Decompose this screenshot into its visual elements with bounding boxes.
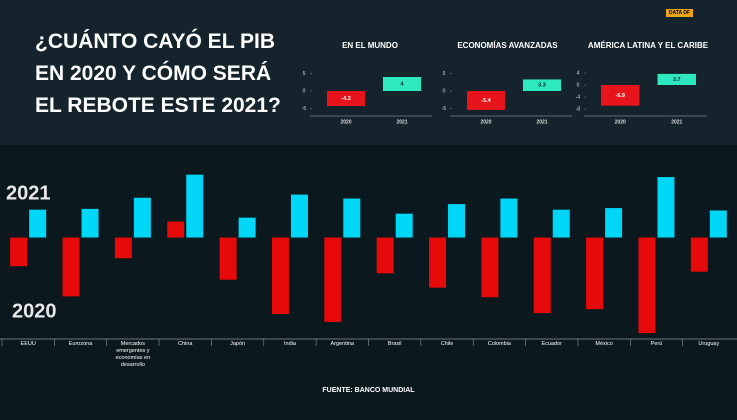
bar <box>290 194 308 238</box>
bar <box>238 217 256 238</box>
x-tick-label: EEUU <box>20 341 36 347</box>
value-label: -5.4 <box>481 98 491 104</box>
bar <box>271 237 289 314</box>
title-line: ¿CUÁNTO CAYÓ EL PIB <box>35 30 275 53</box>
x-tick-label: India <box>283 341 296 347</box>
bar <box>500 198 518 238</box>
value-label: 3.3 <box>538 83 546 89</box>
bar <box>219 237 237 280</box>
bar <box>533 237 551 314</box>
y-tick-label: 0 <box>577 82 580 88</box>
series-label: 2021 <box>6 182 51 204</box>
bar <box>522 79 562 91</box>
x-tick-label: 2021 <box>671 119 682 125</box>
source: FUENTE: BANCO MUNDIAL <box>322 387 415 394</box>
x-tick-label: Japón <box>230 341 246 347</box>
bar <box>586 237 604 310</box>
bar <box>395 213 413 238</box>
bar <box>690 237 708 272</box>
x-tick-label: 2020 <box>615 119 626 125</box>
x-tick-label: Perú <box>650 341 663 347</box>
x-tick-label: China <box>178 341 193 347</box>
bar <box>29 209 47 238</box>
chart-title: EN EL MUNDO <box>342 41 398 50</box>
title: ¿CUÁNTO CAYÓ EL PIB EN 2020 Y CÓMO SERÁ … <box>35 26 281 122</box>
value-label: -4.3 <box>341 96 350 102</box>
y-tick-label: 0 <box>303 88 306 94</box>
bar <box>552 209 570 238</box>
bar <box>343 198 361 238</box>
x-tick-label: Uruguay <box>698 341 720 347</box>
y-tick-label: 4 <box>577 70 580 76</box>
x-tick-label: 2021 <box>396 119 407 125</box>
x-tick-label: Argentina <box>330 341 355 347</box>
bar <box>382 77 422 91</box>
bar <box>376 237 394 274</box>
value-label: -6.9 <box>616 93 625 99</box>
bar <box>601 85 640 106</box>
x-tick-label: 2020 <box>480 119 491 125</box>
bar <box>638 237 656 334</box>
bar <box>709 210 727 238</box>
x-tick-label: México <box>595 341 613 347</box>
y-tick-label: -8 <box>576 106 581 112</box>
bar <box>167 221 185 238</box>
bar <box>81 208 99 238</box>
value-label: 4 <box>400 81 404 87</box>
chart-title: AMÉRICA LATINA Y EL CARIBE <box>587 41 709 50</box>
value-label: 3.7 <box>673 77 681 83</box>
bar <box>114 237 132 259</box>
bar <box>326 91 366 107</box>
bar <box>481 237 499 298</box>
bar <box>324 237 342 322</box>
x-tick-label: Brasil <box>387 341 402 347</box>
series-label: 2020 <box>12 300 57 322</box>
bar <box>605 208 623 238</box>
bar <box>657 73 696 85</box>
bar <box>186 174 204 238</box>
x-tick-label: Eurozona <box>68 341 93 347</box>
bar <box>657 177 675 238</box>
y-tick-label: 0 <box>443 88 446 94</box>
y-tick-label: -4 <box>576 94 581 100</box>
x-tick-label: Mercados emergentes y economías en desar… <box>115 341 151 368</box>
logo: DATA DF <box>666 9 694 17</box>
bar <box>448 204 466 238</box>
chart-title: ECONOMÍAS AVANZADAS <box>457 41 558 50</box>
y-tick-label: 5 <box>443 71 446 77</box>
x-tick-label: Chile <box>440 341 454 347</box>
bar <box>466 91 506 110</box>
bar <box>429 237 447 288</box>
y-tick-label: -5 <box>302 106 307 112</box>
x-tick-label: 2020 <box>340 119 351 125</box>
x-tick-label: 2021 <box>536 119 547 125</box>
y-tick-label: -5 <box>442 106 447 112</box>
x-tick-label: Colombia <box>487 341 511 347</box>
x-tick-label: Ecuador <box>541 341 562 347</box>
bar <box>133 197 151 238</box>
bar <box>62 237 80 297</box>
bar <box>10 237 28 267</box>
header-panel <box>0 0 737 145</box>
title-line: EN 2020 Y CÓMO SERÁ <box>35 62 272 85</box>
title-line: EL REBOTE ESTE 2021? <box>35 94 281 117</box>
y-tick-label: 5 <box>303 71 306 77</box>
